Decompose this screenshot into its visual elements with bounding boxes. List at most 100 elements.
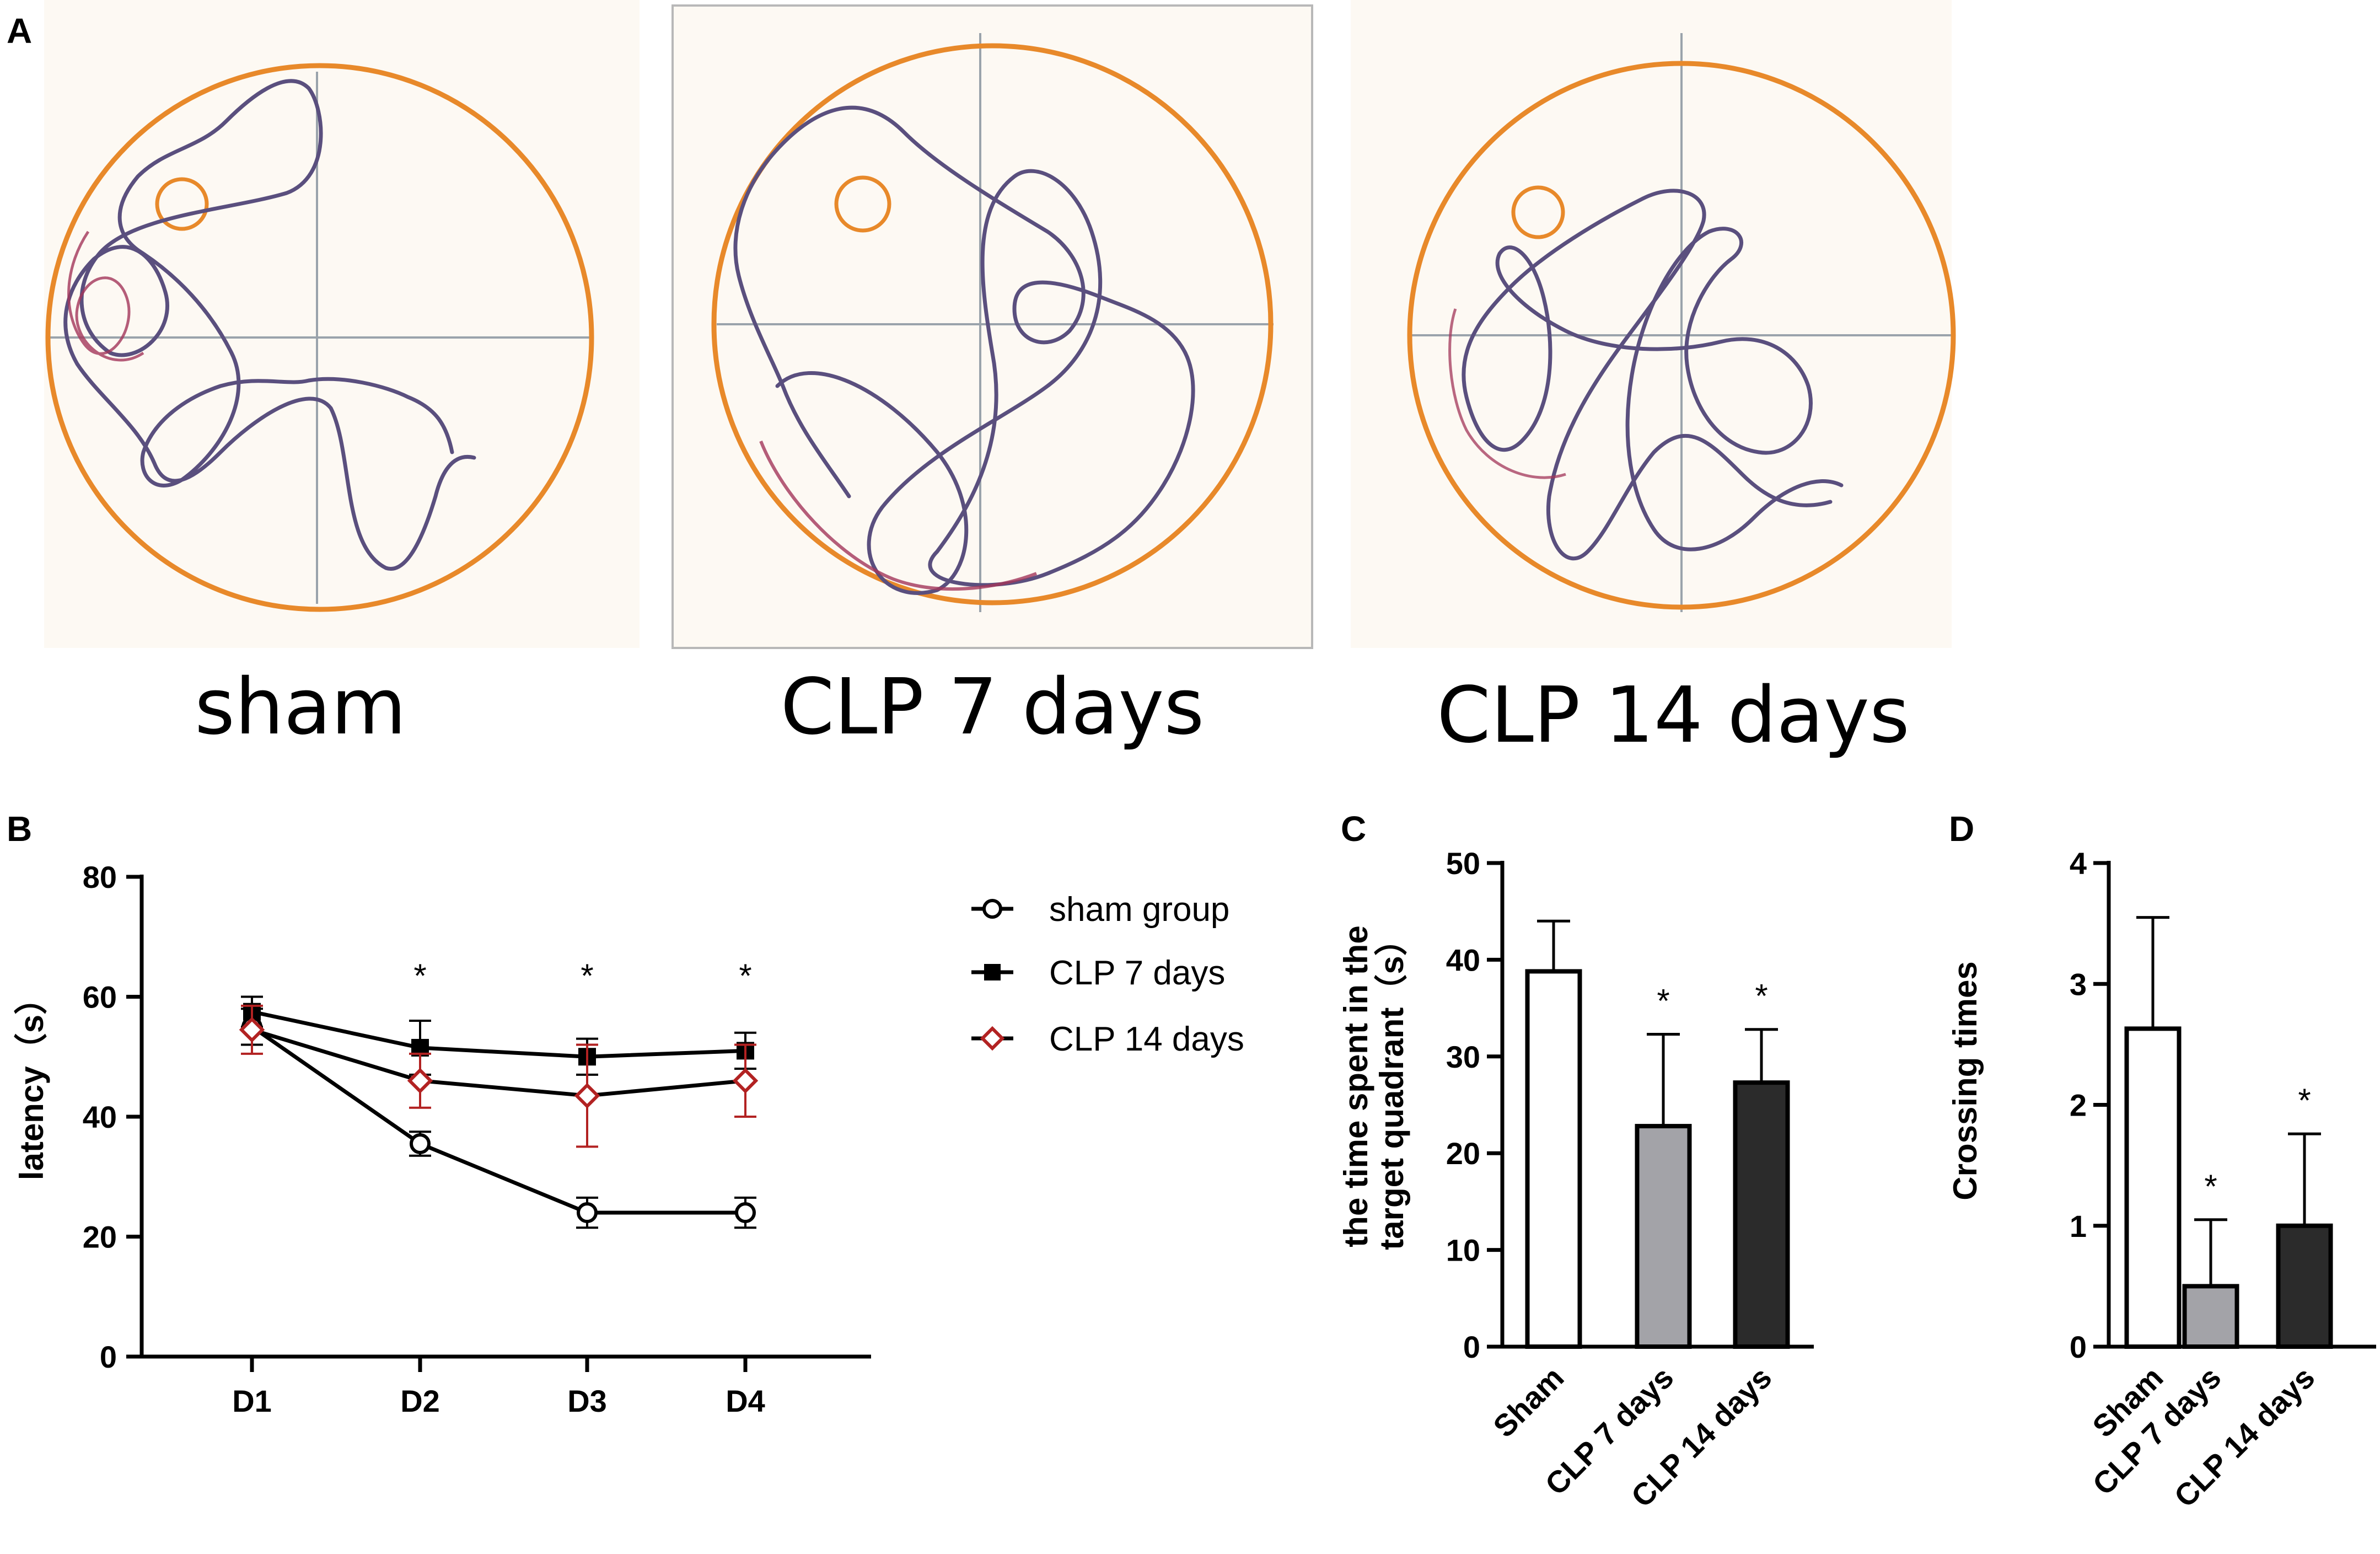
- y-tick-label: 2: [2070, 1088, 2087, 1123]
- swim-track: [63, 79, 476, 571]
- y-axis-title: Crossing times: [1947, 961, 1984, 1200]
- maze-sham: sham: [44, 0, 640, 752]
- significance-star: *: [413, 957, 426, 994]
- swim-track-accent: [759, 440, 1038, 591]
- legend-label: CLP 14 days: [1049, 1020, 1244, 1058]
- legend-label: CLP 7 days: [1049, 954, 1225, 992]
- panel-letter-c: C: [1341, 809, 1366, 849]
- significance-star: *: [2298, 1082, 2311, 1119]
- platform-marker: [834, 175, 891, 233]
- y-tick-label: 3: [2070, 967, 2087, 1001]
- platform-marker: [1511, 185, 1565, 239]
- maze-background: [671, 4, 1313, 649]
- swim-track-accent: [1448, 308, 1566, 479]
- y-axis-ticks: 0 20 40 60 80: [83, 860, 142, 1374]
- y-tick-label: 20: [83, 1220, 117, 1255]
- swim-track: [733, 105, 1195, 595]
- x-axis-ticks: D1 D2 D3 D4: [232, 1357, 765, 1418]
- legend-label: sham group: [1049, 891, 1229, 929]
- legend-item-clp14: CLP 14 days: [971, 1020, 1244, 1058]
- series-line-1: [251, 1010, 746, 1059]
- bar-0: [1525, 969, 1582, 1349]
- bars-group: [2124, 916, 2333, 1349]
- pool-edge: [711, 43, 1274, 605]
- bar-2: [1733, 1080, 1790, 1349]
- y-tick-label: 0: [2070, 1330, 2087, 1364]
- maze-background: [1351, 0, 1952, 648]
- data-point-circle: [735, 1202, 756, 1223]
- legend-item-clp7: CLP 7 days: [971, 954, 1225, 992]
- y-tick-label: 30: [1446, 1039, 1480, 1074]
- bar-2: [2276, 1223, 2333, 1349]
- significance-star: *: [1657, 982, 1669, 1019]
- data-point-diamond: [574, 1083, 600, 1109]
- significance-star: *: [2204, 1168, 2217, 1205]
- caption-clp7: CLP 7 days: [781, 662, 1205, 752]
- significance-group: * * *: [413, 957, 751, 994]
- significance-star: *: [1755, 978, 1767, 1015]
- pool-edge: [45, 63, 594, 612]
- y-axis-ticks: 0 10 20 30 40 50: [1446, 846, 1502, 1364]
- y-tick-label: 4: [2070, 846, 2087, 881]
- bar-0: [2124, 1026, 2182, 1349]
- series-line-0: [251, 1025, 745, 1215]
- maze-clp7: CLP 7 days: [671, 4, 1313, 752]
- x-tick-label: D3: [567, 1384, 607, 1418]
- panel-letter-b: B: [7, 809, 32, 849]
- x-tick-label: D1: [232, 1384, 272, 1418]
- y-tick-label: 1: [2070, 1209, 2087, 1244]
- pool-edge: [1407, 61, 1956, 610]
- y-tick-label: 20: [1446, 1136, 1480, 1171]
- y-tick-label: 60: [83, 980, 117, 1015]
- y-tick-label: 50: [1446, 846, 1480, 881]
- caption-clp14: CLP 14 days: [1437, 671, 1910, 760]
- bars-group: [1525, 919, 1790, 1349]
- y-axis-title-line2: target quadrant（s）: [1373, 923, 1410, 1250]
- y-tick-label: 80: [83, 860, 117, 894]
- chart-latency: 0 20 40 60 80 D1 D2 D3 D4 * * * latency（s） sham g…: [13, 860, 1244, 1418]
- significance-group: **: [2204, 1082, 2311, 1205]
- x-tick-label: Sham: [1486, 1360, 1570, 1444]
- legend-marker-diamond: [980, 1026, 1005, 1051]
- y-tick-label: 40: [1446, 942, 1480, 977]
- y-tick-label: 0: [100, 1339, 117, 1374]
- legend: sham group CLP 7 days CLP 14 days: [971, 891, 1244, 1058]
- series-group: [239, 995, 759, 1229]
- x-tick-label: D4: [726, 1384, 765, 1418]
- data-point-circle: [577, 1202, 598, 1223]
- series-line-2: [251, 1027, 746, 1098]
- platform-marker: [155, 177, 209, 231]
- y-tick-label: 10: [1446, 1233, 1480, 1268]
- maze-background: [44, 0, 640, 648]
- maze-clp14: CLP 14 days: [1351, 0, 1956, 760]
- panel-letter-a: A: [7, 11, 32, 51]
- legend-marker-circle: [982, 899, 1002, 919]
- panel-a: sham CLP 7 days CLP 14 days: [44, 0, 1956, 760]
- significance-star: *: [581, 957, 593, 994]
- significance-group: **: [1657, 978, 1767, 1020]
- caption-sham: sham: [195, 662, 406, 752]
- data-point-circle: [410, 1133, 431, 1154]
- x-tick-label: D2: [400, 1384, 440, 1418]
- swim-track-accent: [67, 231, 144, 362]
- data-point-diamond: [732, 1068, 759, 1094]
- y-axis-ticks: 0 1 2 3 4: [2070, 846, 2109, 1364]
- y-tick-label: 0: [1463, 1330, 1480, 1364]
- bar-1: [2182, 1284, 2239, 1349]
- data-point-diamond: [407, 1068, 433, 1094]
- legend-marker-square: [984, 964, 1001, 980]
- panel-letter-d: D: [1949, 809, 1974, 849]
- significance-star: *: [739, 957, 751, 994]
- y-axis-title: latency（s）: [13, 982, 50, 1180]
- y-axis-title-line1: the time spent in the: [1337, 925, 1374, 1247]
- data-point-diamond: [239, 1017, 265, 1043]
- legend-item-sham: sham group: [971, 891, 1229, 929]
- y-tick-label: 40: [83, 1100, 117, 1134]
- swim-track: [1462, 189, 1844, 561]
- bar-1: [1635, 1124, 1692, 1349]
